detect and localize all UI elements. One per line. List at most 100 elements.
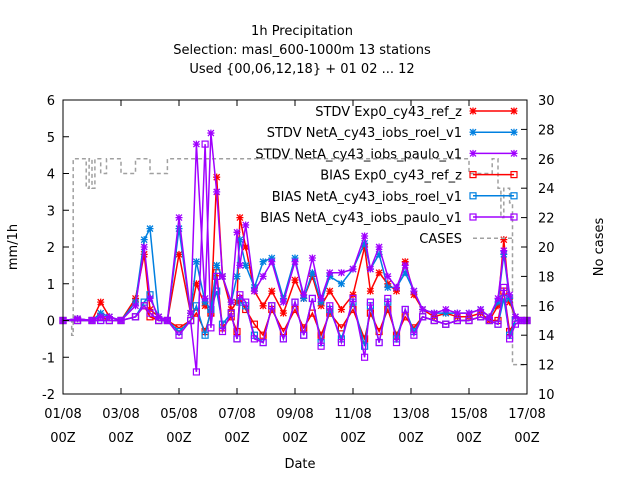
data-point (105, 313, 113, 321)
data-point (279, 335, 287, 343)
legend-label: BIAS Exp0_cy43_ref_z (320, 169, 462, 184)
data-point (201, 331, 209, 339)
data-point (97, 309, 105, 317)
x-tick-label: 09/08 (276, 407, 313, 422)
data-point (442, 309, 450, 317)
data-point (250, 335, 258, 343)
series-line (63, 158, 527, 366)
legend-entry-stdv-neta-cy43-iobs-roel-v1: STDV NetA_cy43_iobs_roel_v1 (267, 126, 518, 141)
data-point (401, 258, 409, 266)
data-point (233, 228, 241, 236)
data-point (465, 313, 473, 321)
x-tick-label: 11/08 (334, 407, 371, 422)
data-point (236, 261, 244, 269)
data-point (401, 305, 409, 314)
axes-layer: -2-10123456101214161820222426283001/0800… (42, 94, 555, 446)
x-tick-label: 13/08 (392, 407, 429, 422)
data-point (146, 305, 154, 313)
data-point (384, 280, 392, 288)
data-point (268, 254, 276, 262)
legend-marker (510, 213, 518, 221)
data-point (393, 287, 400, 295)
data-point (361, 342, 369, 350)
data-point (317, 298, 325, 306)
y-tick-label: -2 (42, 388, 55, 403)
legend-entry-stdv-exp0-cy43-ref-z: STDV Exp0_cy43_ref_z (315, 105, 518, 120)
legend-entry-bias-neta-cy43-iobs-roel-v1: BIAS NetA_cy43_iobs_roel_v1 (272, 190, 518, 205)
data-point (213, 272, 221, 280)
data-point (375, 338, 383, 347)
y2-tick-label: 28 (538, 123, 555, 138)
data-point (207, 324, 215, 332)
data-point (140, 302, 148, 310)
data-point (250, 287, 258, 295)
data-point (366, 287, 374, 295)
data-point (453, 313, 461, 321)
y-axis-label: mm/1h (6, 224, 21, 270)
x-tick-label: 07/08 (218, 407, 255, 422)
data-point (361, 239, 369, 247)
data-point (308, 269, 316, 277)
data-point (201, 302, 209, 310)
data-point (300, 331, 308, 339)
y2-tick-label: 30 (538, 94, 555, 109)
data-point (227, 305, 235, 313)
data-point (375, 250, 383, 258)
x-tick-label-time: 00Z (398, 431, 424, 446)
data-point (477, 305, 485, 313)
data-point (511, 320, 520, 328)
data-point (317, 302, 325, 310)
data-point (308, 254, 316, 262)
legend-marker (469, 171, 477, 179)
data-point (155, 316, 163, 325)
data-point (227, 298, 235, 306)
data-point (361, 353, 369, 361)
data-point (155, 313, 163, 321)
data-point (465, 316, 473, 325)
data-point (227, 309, 235, 317)
data-point (146, 309, 154, 317)
data-point (192, 258, 200, 266)
data-point (279, 294, 287, 302)
data-point (500, 247, 508, 255)
y-tick-label: 6 (47, 94, 55, 109)
data-point (163, 316, 171, 325)
y2-tick-label: 22 (538, 212, 555, 227)
data-point (233, 272, 241, 280)
data-point (175, 250, 183, 258)
x-tick-label: 05/08 (160, 407, 197, 422)
data-point (361, 232, 369, 240)
x-tick-label: 01/08 (44, 407, 81, 422)
legend-label: STDV Exp0_cy43_ref_z (315, 105, 462, 120)
data-point (213, 287, 221, 295)
data-point (494, 294, 502, 302)
data-point (207, 129, 215, 137)
data-point (201, 140, 209, 148)
data-point (453, 309, 461, 317)
legend-marker (510, 128, 518, 136)
chart-title: 1h Precipitation Selection: masl_600-100… (173, 24, 431, 77)
data-point (500, 236, 508, 244)
legend-label: CASES (419, 232, 462, 247)
x-tick-label: 03/08 (102, 407, 139, 422)
y-tick-label: 5 (47, 131, 55, 146)
data-point (218, 327, 227, 336)
data-point (494, 320, 502, 328)
data-point (259, 272, 267, 280)
data-point (430, 309, 438, 317)
data-point (506, 298, 514, 306)
x-tick-label-time: 00Z (456, 431, 482, 446)
data-point (500, 283, 508, 292)
data-point (97, 313, 105, 321)
legend-entry-cases: CASES (419, 232, 514, 247)
data-point (233, 335, 241, 343)
legend-marker (469, 107, 477, 115)
data-point (242, 298, 250, 306)
data-point (349, 294, 357, 303)
data-point (268, 287, 276, 295)
series-stdv-neta-cy43-iobs-paulo-v1 (59, 129, 531, 324)
y2-tick-label: 26 (538, 153, 555, 168)
y2-axis-label: No cases (592, 218, 607, 277)
data-point (201, 294, 209, 302)
x-tick-label: 17/08 (508, 407, 545, 422)
